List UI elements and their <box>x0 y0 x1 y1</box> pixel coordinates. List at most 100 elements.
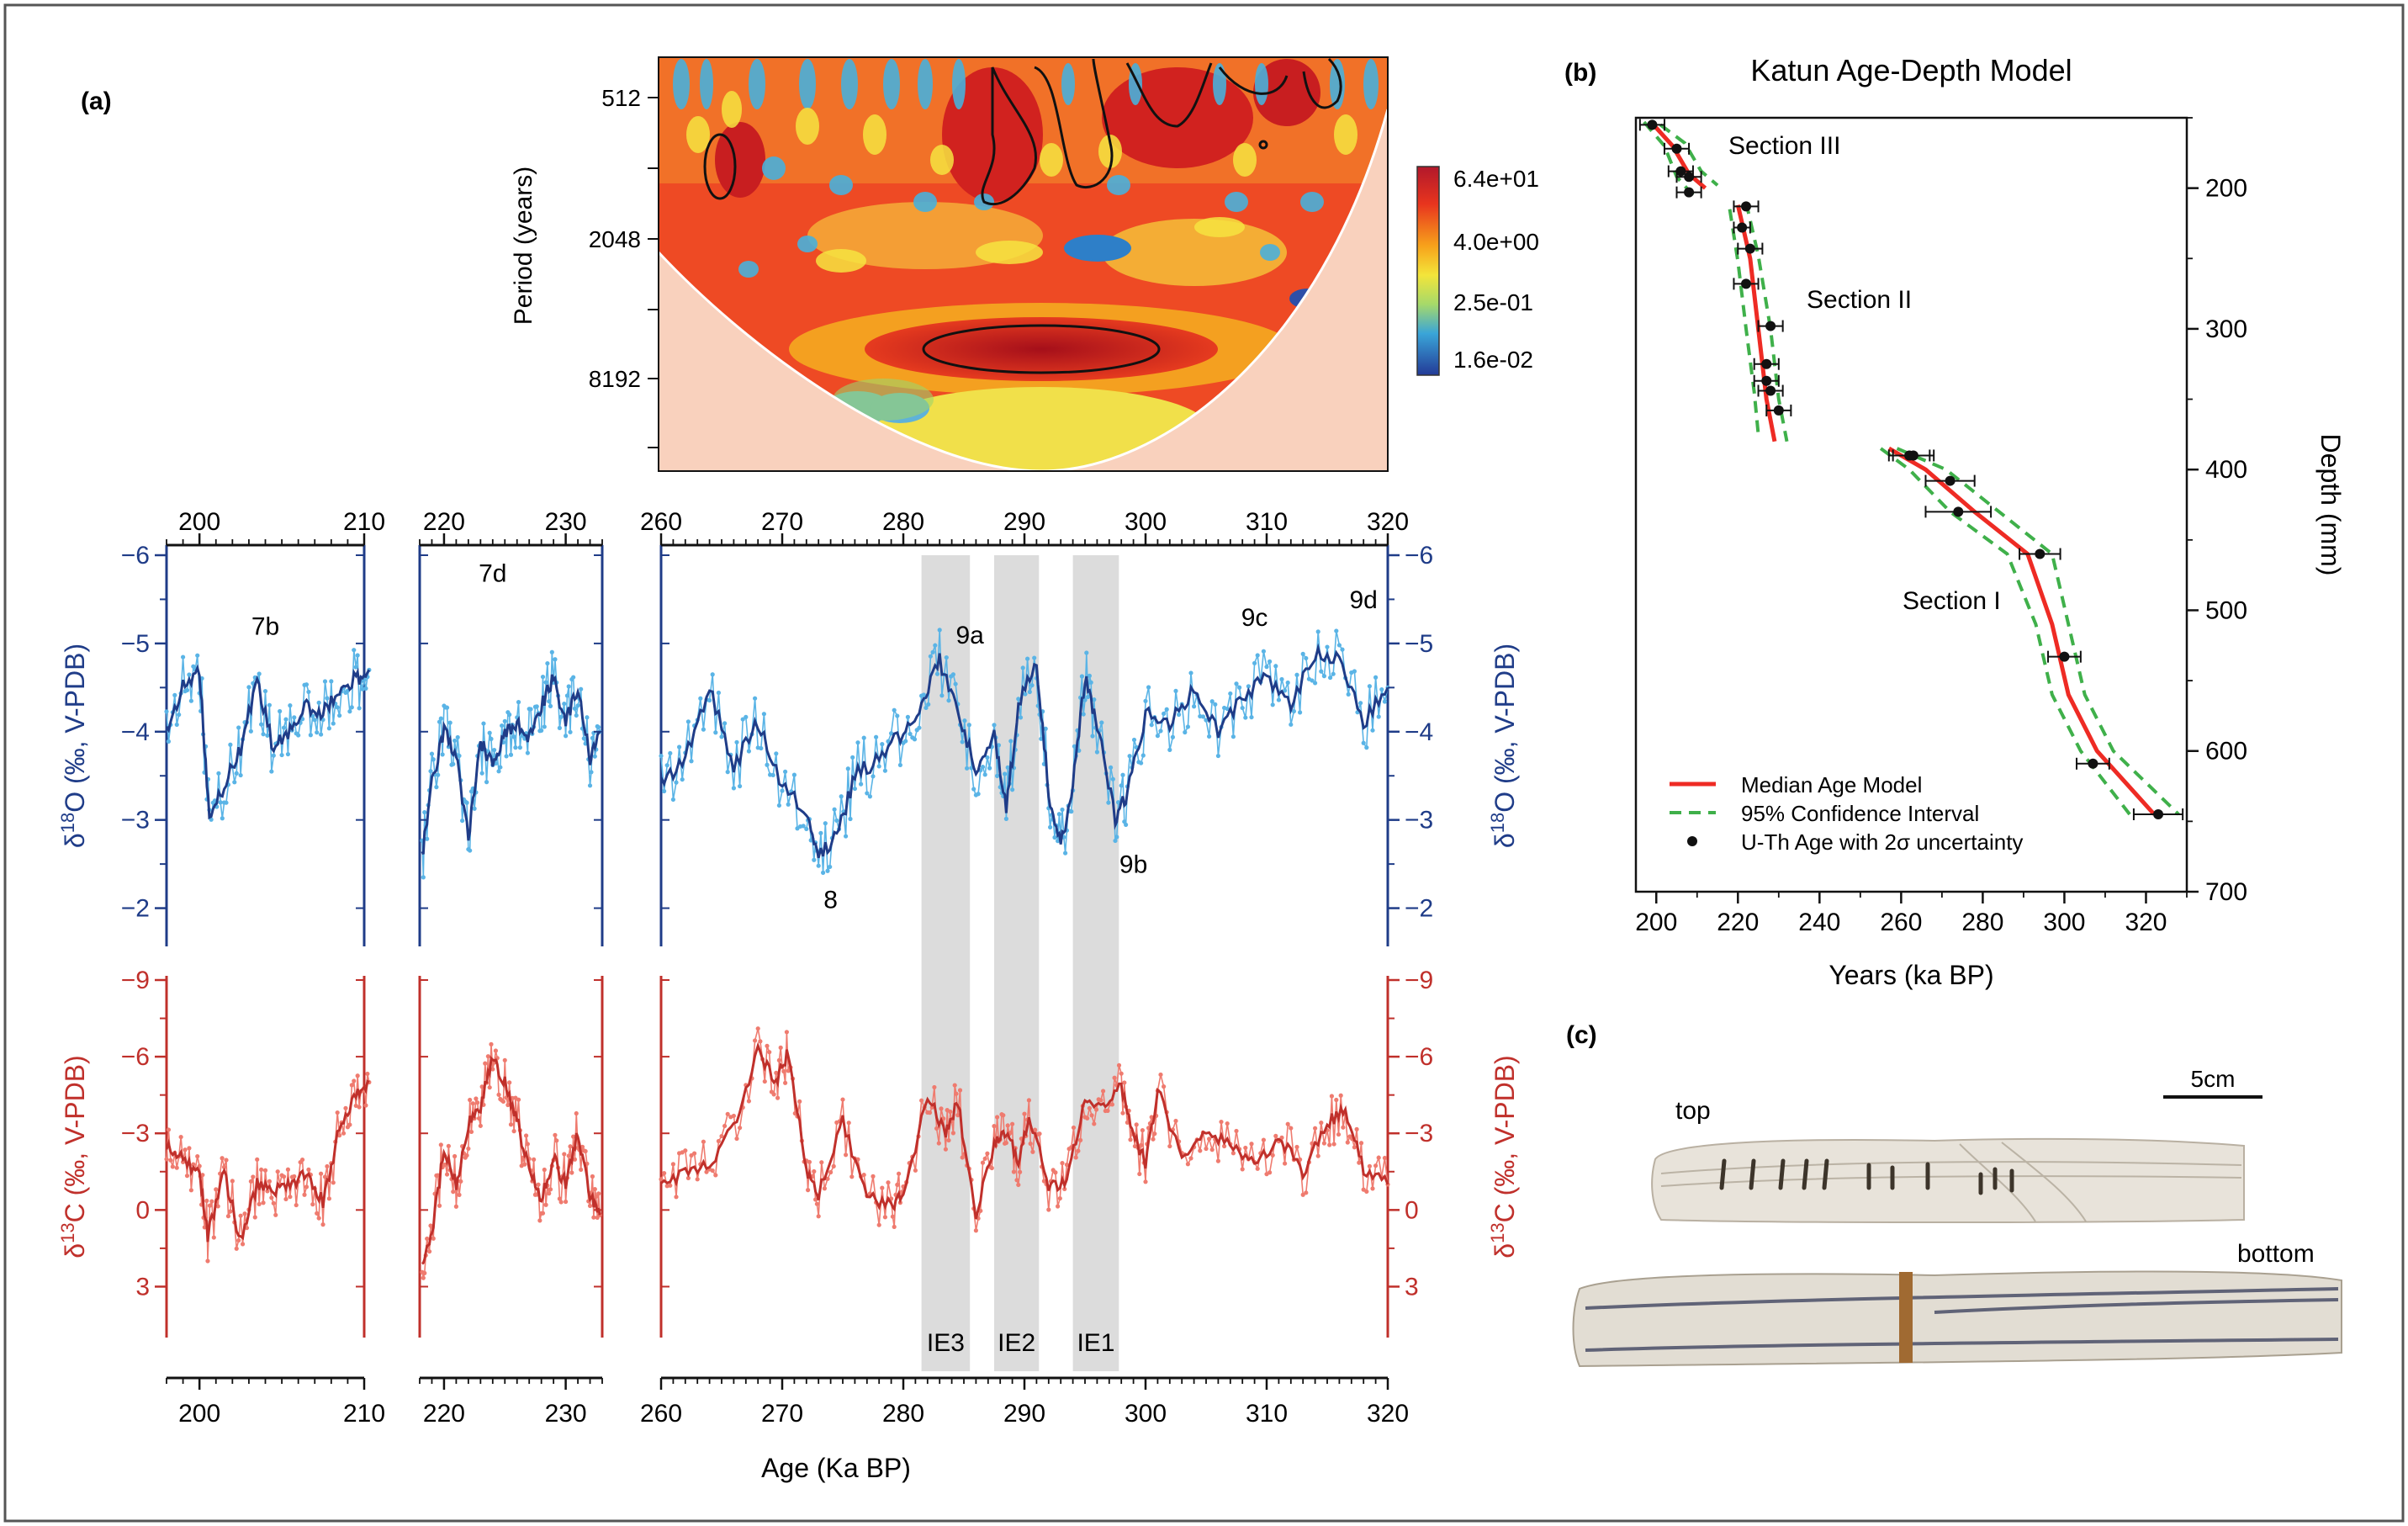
raw-data-point <box>568 1144 573 1149</box>
raw-data-point <box>1298 710 1303 715</box>
raw-data-point <box>265 1189 270 1194</box>
raw-data-point <box>455 734 460 740</box>
raw-data-point <box>758 1039 763 1044</box>
raw-data-point <box>476 1115 482 1121</box>
raw-data-point <box>828 864 833 870</box>
raw-data-point <box>1364 745 1369 750</box>
raw-data-point <box>453 1204 459 1209</box>
raw-data-point <box>677 744 682 750</box>
raw-data-point <box>1225 1121 1230 1126</box>
raw-data-point <box>168 1158 173 1163</box>
raw-data-point <box>341 1131 347 1136</box>
raw-data-point <box>982 772 987 777</box>
u-th-age-point <box>1675 166 1686 177</box>
raw-data-point <box>1367 684 1372 689</box>
raw-data-point <box>475 1100 480 1105</box>
confidence-interval-line <box>1643 120 1695 197</box>
raw-data-point <box>220 816 225 821</box>
raw-data-point <box>668 750 673 756</box>
raw-data-point <box>1139 760 1144 766</box>
raw-data-point <box>1037 1131 1042 1137</box>
raw-data-point <box>1329 1094 1334 1099</box>
raw-data-point <box>804 826 809 832</box>
raw-data-point <box>1086 694 1091 699</box>
age-depth-frame <box>1634 116 2188 893</box>
raw-data-point <box>1273 1133 1278 1138</box>
raw-data-point <box>746 749 752 754</box>
raw-data-point <box>762 1078 767 1084</box>
raw-data-point <box>812 1168 817 1174</box>
raw-data-point <box>244 1226 250 1231</box>
raw-data-point <box>1358 701 1363 706</box>
raw-data-point <box>844 834 849 839</box>
raw-data-point <box>1192 704 1197 709</box>
u-th-age-point <box>1737 222 1748 233</box>
y-tick-label: −2 <box>121 895 150 923</box>
u-th-age-point <box>2088 758 2098 769</box>
x-tick-label: 220 <box>423 1400 465 1428</box>
raw-data-point <box>1270 1152 1275 1158</box>
raw-data-point <box>1215 753 1220 759</box>
raw-data-point <box>472 806 477 811</box>
raw-data-point <box>1109 765 1114 770</box>
raw-data-point <box>1357 1160 1362 1165</box>
raw-data-point <box>587 783 593 788</box>
y-tick-label: −6 <box>1405 1043 1433 1071</box>
raw-data-point <box>890 1214 895 1219</box>
raw-data-point <box>1139 1142 1144 1147</box>
y-tick-label: 3 <box>1405 1273 1419 1301</box>
raw-data-point <box>806 1188 811 1193</box>
raw-data-point <box>337 1133 342 1138</box>
raw-data-point <box>892 707 897 713</box>
u-th-age-point <box>2059 651 2070 662</box>
raw-data-point <box>479 1084 484 1089</box>
raw-data-point <box>464 800 469 805</box>
raw-data-point <box>262 688 268 694</box>
raw-data-point <box>225 1214 231 1219</box>
raw-data-point <box>438 716 443 721</box>
raw-data-point <box>1352 1145 1357 1150</box>
raw-data-point <box>791 772 797 777</box>
x-tick-label: 280 <box>882 508 924 536</box>
raw-data-point <box>801 824 806 829</box>
raw-data-point <box>204 1198 209 1204</box>
u-th-age-point <box>1908 450 1918 461</box>
raw-data-point <box>825 1176 830 1181</box>
raw-data-point <box>306 689 311 695</box>
raw-data-point <box>674 1195 679 1200</box>
x-tick-label: 240 <box>1798 909 1840 936</box>
raw-data-point <box>312 718 317 723</box>
raw-data-point <box>759 745 764 751</box>
raw-data-point <box>812 857 817 862</box>
raw-data-point <box>926 702 931 707</box>
raw-data-point <box>331 721 336 726</box>
raw-data-point <box>1056 839 1061 844</box>
raw-data-point <box>505 1102 511 1108</box>
raw-data-point <box>1082 697 1088 702</box>
x-tick-label: 200 <box>1635 909 1677 936</box>
raw-data-point <box>1170 734 1175 739</box>
raw-data-point <box>1140 753 1146 758</box>
x-tick-label: 260 <box>640 1400 682 1428</box>
raw-data-point <box>1219 1119 1224 1125</box>
raw-data-point <box>569 1170 574 1175</box>
raw-data-point <box>936 1141 941 1146</box>
raw-data-point <box>1379 686 1384 692</box>
photo-top-label: top <box>1675 1097 1711 1125</box>
raw-data-point <box>1215 1158 1220 1163</box>
age-depth-xlabel: Years (ka BP) <box>1828 960 1993 990</box>
raw-data-point <box>1128 1137 1133 1142</box>
raw-data-point <box>468 1097 473 1103</box>
raw-data-point <box>765 1043 770 1048</box>
raw-data-point <box>897 1171 902 1176</box>
raw-data-point <box>205 1258 210 1264</box>
raw-data-point <box>543 680 548 685</box>
raw-data-point <box>1249 1142 1254 1147</box>
raw-data-point <box>662 1171 667 1176</box>
raw-data-point <box>1026 1098 1031 1103</box>
raw-data-point <box>542 1167 547 1173</box>
raw-data-point <box>1334 1097 1339 1103</box>
raw-data-point <box>689 759 694 764</box>
wavelet-frame <box>658 56 1389 472</box>
raw-data-point <box>1081 712 1086 717</box>
